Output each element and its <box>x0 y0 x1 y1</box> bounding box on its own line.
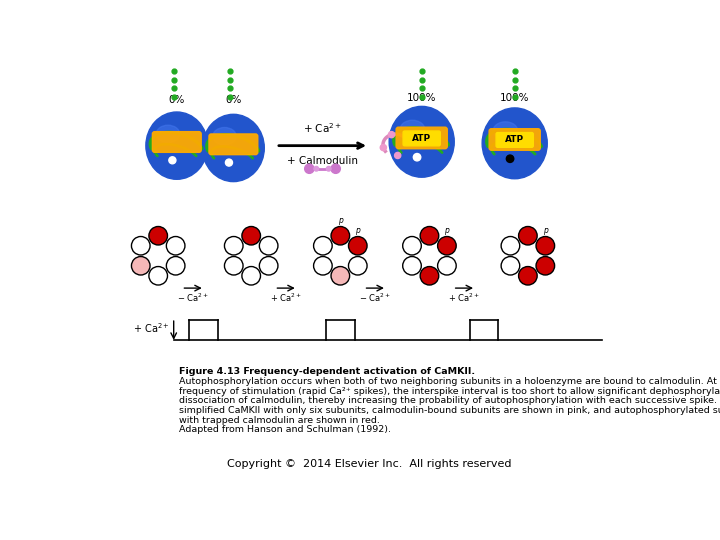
Circle shape <box>166 237 185 255</box>
Circle shape <box>242 267 261 285</box>
Text: ATP: ATP <box>412 134 431 143</box>
Circle shape <box>331 164 341 173</box>
Circle shape <box>348 237 367 255</box>
Ellipse shape <box>156 125 180 143</box>
Circle shape <box>395 152 401 159</box>
Circle shape <box>404 138 410 144</box>
Circle shape <box>420 267 438 285</box>
Circle shape <box>225 237 243 255</box>
Ellipse shape <box>482 108 547 179</box>
Text: $+$ Ca$^{2+}$: $+$ Ca$^{2+}$ <box>270 292 302 305</box>
Circle shape <box>536 237 554 255</box>
Circle shape <box>506 155 514 163</box>
FancyBboxPatch shape <box>496 132 534 147</box>
Text: Autophosphorylation occurs when both of two neighboring subunits in a holoenzyme: Autophosphorylation occurs when both of … <box>179 377 720 386</box>
Text: 0%: 0% <box>168 95 185 105</box>
Circle shape <box>132 237 150 255</box>
Circle shape <box>166 256 185 275</box>
Text: 100%: 100% <box>500 93 529 103</box>
Ellipse shape <box>400 120 425 139</box>
Circle shape <box>501 237 520 255</box>
Text: $-$ Ca$^{2+}$: $-$ Ca$^{2+}$ <box>177 292 209 305</box>
FancyBboxPatch shape <box>153 132 201 152</box>
Text: ATP: ATP <box>505 136 524 145</box>
Text: p: p <box>356 226 360 235</box>
Circle shape <box>225 159 233 166</box>
Ellipse shape <box>146 112 208 179</box>
Text: 100%: 100% <box>407 93 436 103</box>
Text: p: p <box>338 217 343 225</box>
Circle shape <box>420 226 438 245</box>
Text: + Ca$^{2+}$: + Ca$^{2+}$ <box>133 321 170 335</box>
Text: p: p <box>444 226 449 235</box>
Circle shape <box>380 145 387 151</box>
Text: frequency of stimulation (rapid Ca²⁺ spikes), the interspike interval is too sho: frequency of stimulation (rapid Ca²⁺ spi… <box>179 387 720 396</box>
Text: + Calmodulin: + Calmodulin <box>287 157 358 166</box>
Text: $-$ Ca$^{2+}$: $-$ Ca$^{2+}$ <box>359 292 391 305</box>
Text: Copyright ©  2014 Elsevier Inc.  All rights reserved: Copyright © 2014 Elsevier Inc. All right… <box>227 458 511 469</box>
Circle shape <box>438 237 456 255</box>
Circle shape <box>438 256 456 275</box>
Text: + Ca$^{2+}$: + Ca$^{2+}$ <box>303 121 342 135</box>
Text: 0%: 0% <box>225 95 242 105</box>
Circle shape <box>518 226 537 245</box>
Circle shape <box>536 256 554 275</box>
Circle shape <box>169 157 176 164</box>
Circle shape <box>242 226 261 245</box>
Ellipse shape <box>389 106 454 177</box>
Circle shape <box>314 166 319 171</box>
Ellipse shape <box>202 114 264 181</box>
Circle shape <box>314 237 332 255</box>
Text: dissociation of calmodulin, thereby increasing the probability of autophosphoryl: dissociation of calmodulin, thereby incr… <box>179 396 720 406</box>
Circle shape <box>259 237 278 255</box>
Circle shape <box>518 267 537 285</box>
Circle shape <box>314 256 332 275</box>
Circle shape <box>149 226 168 245</box>
Circle shape <box>326 166 331 171</box>
Circle shape <box>225 256 243 275</box>
FancyBboxPatch shape <box>403 131 441 146</box>
Text: p: p <box>543 226 548 235</box>
Circle shape <box>259 256 278 275</box>
FancyBboxPatch shape <box>396 127 447 149</box>
FancyBboxPatch shape <box>489 129 540 150</box>
Circle shape <box>305 164 314 173</box>
Text: Figure 4.13 Frequency-dependent activation of CaMKII.: Figure 4.13 Frequency-dependent activati… <box>179 367 475 376</box>
Circle shape <box>501 256 520 275</box>
Circle shape <box>402 237 421 255</box>
Text: with trapped calmodulin are shown in red.: with trapped calmodulin are shown in red… <box>179 416 380 425</box>
Circle shape <box>331 226 350 245</box>
Circle shape <box>132 256 150 275</box>
FancyBboxPatch shape <box>209 134 258 154</box>
Text: Adapted from Hanson and Schulman (1992).: Adapted from Hanson and Schulman (1992). <box>179 426 391 434</box>
Circle shape <box>388 132 395 138</box>
Text: simplified CaMKII with only six subunits, calmodulin-bound subunits are shown in: simplified CaMKII with only six subunits… <box>179 406 720 415</box>
Circle shape <box>149 267 168 285</box>
Circle shape <box>331 267 350 285</box>
Circle shape <box>348 256 367 275</box>
Circle shape <box>402 256 421 275</box>
Ellipse shape <box>213 127 236 145</box>
Circle shape <box>413 153 420 161</box>
Ellipse shape <box>493 122 518 140</box>
Text: $+$ Ca$^{2+}$: $+$ Ca$^{2+}$ <box>449 292 480 305</box>
